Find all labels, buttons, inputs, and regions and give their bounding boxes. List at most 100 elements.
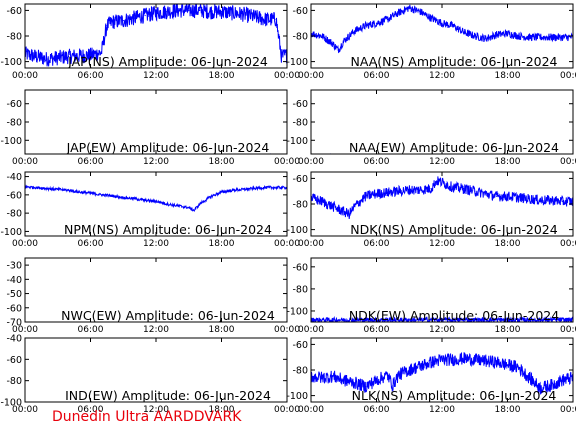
data-point — [463, 188, 465, 190]
x-tick-label: 00:00 — [274, 325, 300, 335]
x-tick-label: 12:00 — [429, 71, 455, 81]
data-point — [275, 186, 277, 189]
chart-title: NAA(EW) Amplitude: 06-Jun-2024 — [349, 140, 559, 155]
data-point — [210, 11, 212, 13]
x-tick-label: 06:00 — [364, 239, 390, 249]
data-point — [111, 21, 113, 23]
data-point — [441, 359, 443, 361]
x-tick-label: 00:00 — [274, 71, 300, 81]
data-point — [210, 196, 212, 198]
y-tick-label: -100 — [0, 227, 22, 238]
data-point — [474, 190, 476, 192]
x-tick-label: 00:00 — [12, 239, 38, 249]
x-tick-label: 06:00 — [78, 71, 104, 81]
x-tick-label: 18:00 — [495, 325, 521, 335]
y-tick-label: -80 — [6, 209, 22, 220]
x-tick-label: 06:00 — [364, 325, 390, 335]
data-point — [375, 379, 378, 381]
data-point — [275, 18, 277, 20]
data-point — [199, 203, 201, 205]
x-tick-label: 00:00 — [298, 325, 324, 335]
x-tick-label: 06:00 — [78, 157, 104, 167]
data-point — [506, 195, 509, 197]
y-tick-label: -40 — [6, 172, 22, 183]
data-point — [397, 374, 399, 376]
series-line — [311, 4, 573, 54]
x-tick-label: 00:00 — [298, 157, 324, 167]
x-tick-label: 12:00 — [429, 239, 455, 249]
x-tick-label: 00:00 — [298, 239, 324, 249]
data-point — [220, 191, 223, 193]
x-tick-label: 00:00 — [274, 157, 300, 167]
data-point — [332, 206, 334, 208]
series-line — [25, 184, 287, 213]
data-point — [528, 36, 530, 38]
y-tick-label: -60 — [292, 174, 308, 185]
x-tick-label: 06:00 — [78, 325, 104, 335]
series-group-9 — [311, 352, 573, 396]
chart-title: JAP(NS) Amplitude: 06-Jun-2024 — [67, 54, 268, 69]
x-tick-label: 00:00 — [560, 405, 576, 415]
data-point — [397, 190, 399, 192]
data-point — [365, 386, 367, 388]
data-point — [550, 384, 552, 386]
data-point — [177, 205, 179, 207]
x-tick-label: 18:00 — [495, 239, 521, 249]
data-point — [337, 49, 339, 51]
y-tick-label: -100 — [286, 136, 308, 147]
data-point — [133, 197, 135, 200]
data-point — [57, 188, 59, 190]
data-point — [408, 189, 410, 191]
x-tick-label: 12:00 — [143, 157, 169, 167]
data-point — [193, 209, 195, 211]
data-point — [539, 387, 541, 389]
series-group-4 — [25, 184, 287, 213]
x-tick-label: 00:00 — [560, 325, 576, 335]
x-tick-label: 12:00 — [429, 157, 455, 167]
y-tick-label: -80 — [292, 118, 308, 129]
chart-panel-2: -60 -80 -100 00:00 06:00 12:00 18:00 00:00 JAP(E… — [0, 89, 300, 167]
x-tick-label: 18:00 — [495, 405, 521, 415]
data-point — [506, 364, 509, 366]
data-point — [253, 16, 255, 18]
data-point — [561, 200, 563, 202]
x-tick-label: 00:00 — [274, 239, 300, 249]
data-point — [408, 7, 410, 9]
chart-title: NAA(NS) Amplitude: 06-Jun-2024 — [350, 54, 557, 69]
x-tick-label: 18:00 — [495, 157, 521, 167]
y-tick-label: -80 — [292, 366, 308, 377]
data-point — [57, 57, 59, 59]
data-point — [144, 14, 146, 17]
data-point — [430, 361, 432, 363]
data-point — [375, 193, 378, 195]
x-tick-label: 12:00 — [429, 405, 455, 415]
data-point — [392, 384, 394, 386]
chart-panel-0: -60 -80 -100 00:00 06:00 12:00 18:00 00:00 JAP(N… — [0, 3, 300, 81]
y-tick-label: -60 — [292, 340, 308, 351]
data-point — [111, 195, 113, 197]
chart-panel-7: -60-80-10000:0006:0012:0018:0000:00NDK(E… — [286, 257, 576, 335]
y-tick-label: -60 — [6, 6, 22, 17]
data-point — [408, 369, 410, 371]
data-point — [242, 188, 244, 190]
data-point — [166, 11, 168, 13]
data-point — [321, 377, 323, 379]
data-point — [354, 382, 356, 384]
data-point — [332, 375, 334, 377]
data-point — [188, 9, 190, 11]
x-tick-label: 06:00 — [78, 405, 104, 415]
data-point — [35, 186, 37, 189]
chart-title: NDK(NS) Amplitude: 06-Jun-2024 — [350, 222, 557, 237]
x-tick-label: 12:00 — [143, 405, 169, 415]
x-tick-label: 00:00 — [560, 71, 576, 81]
data-point — [485, 193, 487, 195]
data-point — [280, 55, 283, 58]
data-point — [474, 35, 476, 37]
data-point — [452, 186, 454, 188]
chart-title: NPM(NS) Amplitude: 06-Jun-2024 — [64, 222, 272, 237]
footer-label: Dunedin Ultra AARDDVARK — [52, 409, 242, 425]
chart-title: IND(EW) Amplitude: 06-Jun-2024 — [65, 388, 271, 403]
